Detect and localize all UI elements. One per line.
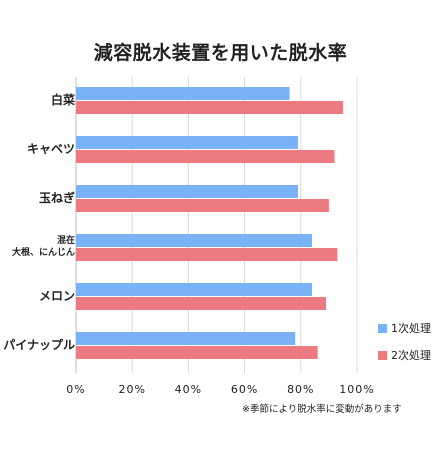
- x-tick-label: 40%: [175, 383, 202, 396]
- category-label-line: 白菜: [50, 93, 75, 107]
- category-label: 白菜: [51, 93, 75, 107]
- category-label-line: 大根、にんじん: [11, 248, 75, 258]
- footnote: ※季節により脱水率に変動があります: [242, 404, 402, 415]
- legend-swatch: [378, 323, 387, 333]
- chart-title: 減容脱水装置を用いた脱水率: [93, 42, 348, 64]
- bar-series-2: [76, 101, 343, 114]
- x-tick-label: 20%: [118, 383, 145, 396]
- bar-series-2: [76, 346, 318, 359]
- bar-series-2: [76, 150, 335, 163]
- x-tick-label: 60%: [231, 383, 258, 396]
- bar-series-1: [76, 136, 298, 149]
- category-label-line: キャベツ: [26, 142, 75, 156]
- category-label: 混在大根、にんじん: [12, 235, 75, 259]
- bar-series-1: [76, 185, 298, 198]
- category-label-line: 玉ねぎ: [38, 191, 75, 205]
- bar-series-1: [76, 87, 290, 100]
- category-label: キャベツ: [27, 142, 75, 156]
- legend-item: 2次処理: [378, 347, 431, 363]
- legend-swatch: [378, 350, 387, 360]
- x-tick-label: 80%: [287, 383, 314, 396]
- x-tick-label: 0%: [66, 383, 85, 396]
- category-label-line: パイナップル: [3, 338, 75, 352]
- legend-label: 1次処理: [391, 322, 431, 335]
- category-label: メロン: [39, 289, 75, 303]
- legend-item: 1次処理: [378, 320, 431, 336]
- legend-label: 2次処理: [391, 349, 431, 362]
- category-label-line: 混在: [56, 236, 75, 246]
- x-tick-label: 100%: [339, 383, 374, 396]
- bar-series-1: [76, 332, 296, 345]
- bar-series-2: [76, 248, 338, 261]
- category-label: パイナップル: [3, 338, 75, 352]
- category-label: 玉ねぎ: [39, 191, 75, 205]
- category-label-line: メロン: [38, 289, 75, 303]
- bar-series-2: [76, 297, 327, 310]
- bar-series-1: [76, 283, 313, 296]
- bar-series-2: [76, 199, 329, 212]
- bar-series-1: [76, 234, 313, 247]
